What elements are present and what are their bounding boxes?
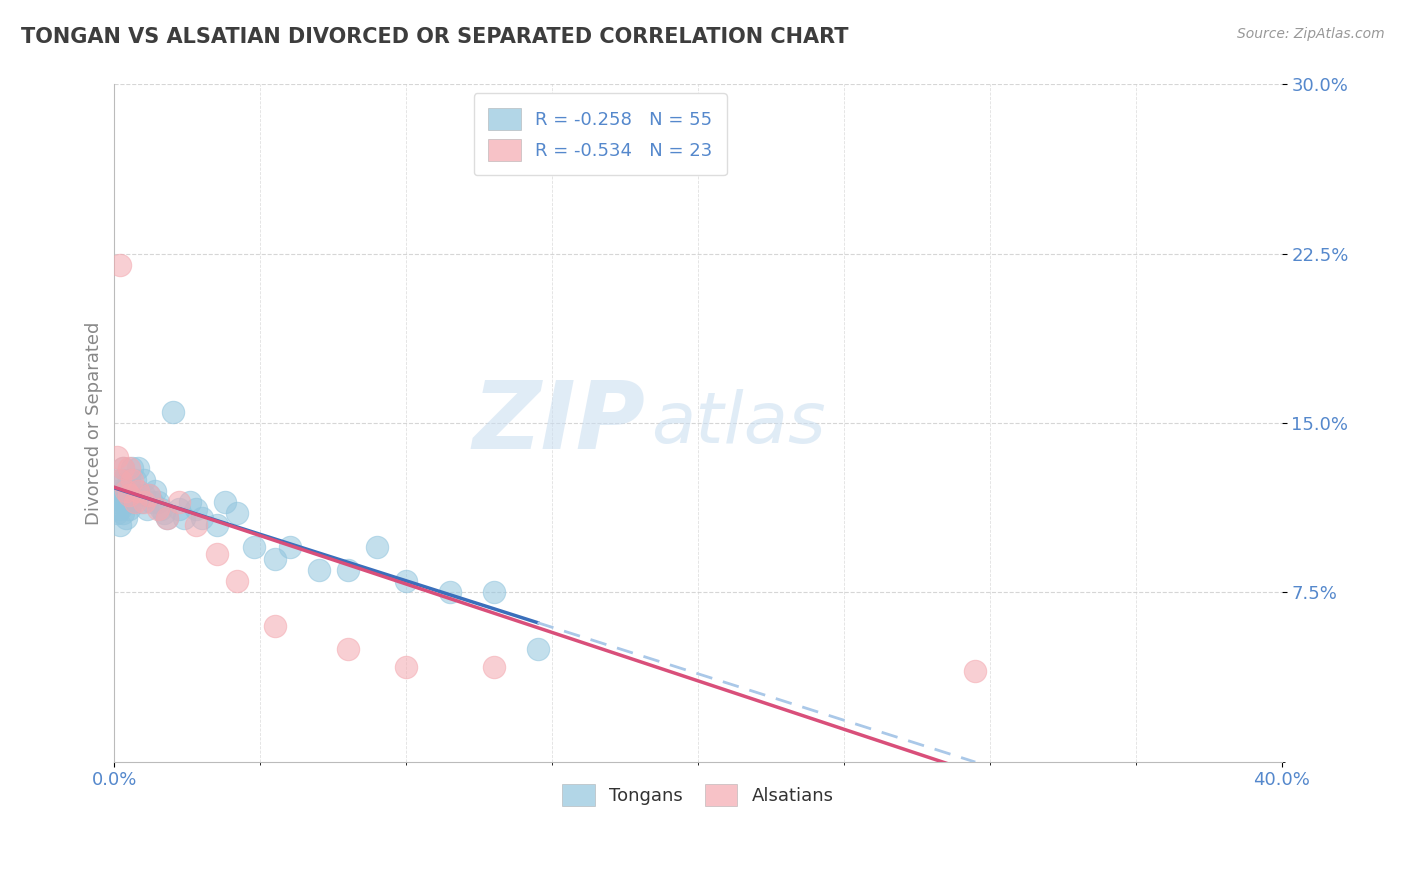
Point (105, 450, 128, 464)
Point (124, 488, 146, 502)
Legend: Tongans, Alsatians: Tongans, Alsatians (555, 777, 841, 814)
Point (150, 502, 173, 516)
Point (115, 495, 138, 509)
Point (112, 483, 135, 498)
Point (110, 473, 132, 487)
Point (482, 585, 505, 599)
Point (110, 473, 132, 487)
Point (214, 495, 236, 509)
Point (132, 473, 155, 487)
Point (138, 488, 160, 502)
Point (243, 541, 266, 555)
Point (278, 541, 301, 555)
Point (173, 511, 195, 525)
Point (105, 507, 128, 521)
Point (184, 517, 207, 532)
Text: ZIP: ZIP (472, 377, 645, 469)
Point (112, 473, 135, 487)
Point (132, 495, 155, 509)
Point (965, 665, 987, 679)
Point (118, 488, 141, 502)
Point (115, 511, 138, 525)
Point (395, 574, 418, 589)
Point (132, 488, 155, 502)
Point (226, 574, 249, 589)
Point (205, 517, 228, 532)
Point (205, 547, 228, 561)
Point (121, 495, 143, 509)
Point (179, 495, 201, 509)
Point (366, 541, 388, 555)
Point (127, 483, 149, 498)
Text: atlas: atlas (651, 389, 825, 458)
Point (105, 495, 128, 509)
Point (118, 461, 141, 475)
Text: Source: ZipAtlas.com: Source: ZipAtlas.com (1237, 27, 1385, 41)
Point (118, 473, 141, 487)
Point (191, 511, 214, 525)
Point (167, 502, 190, 516)
Point (110, 502, 132, 516)
Point (153, 507, 176, 521)
Point (167, 495, 190, 509)
Point (118, 502, 141, 516)
Point (129, 495, 152, 509)
Point (135, 502, 157, 516)
Point (110, 517, 132, 532)
Point (138, 488, 160, 502)
Point (526, 641, 548, 656)
Y-axis label: Divorced or Separated: Divorced or Separated (86, 321, 103, 524)
Point (184, 502, 207, 516)
Point (264, 619, 287, 633)
Point (118, 488, 141, 502)
Point (308, 563, 330, 577)
Point (336, 641, 359, 656)
Point (395, 660, 418, 674)
Point (127, 483, 149, 498)
Point (482, 660, 505, 674)
Point (226, 507, 249, 521)
Text: TONGAN VS ALSATIAN DIVORCED OR SEPARATED CORRELATION CHART: TONGAN VS ALSATIAN DIVORCED OR SEPARATED… (21, 27, 849, 46)
Point (110, 258, 132, 272)
Point (112, 495, 135, 509)
Point (162, 405, 184, 419)
Point (112, 461, 135, 475)
Point (112, 507, 135, 521)
Point (112, 461, 135, 475)
Point (124, 495, 146, 509)
Point (110, 488, 132, 502)
Point (115, 483, 138, 498)
Point (105, 483, 128, 498)
Point (264, 551, 287, 566)
Point (121, 473, 143, 487)
Point (127, 461, 149, 475)
Point (121, 483, 143, 498)
Point (336, 563, 359, 577)
Point (121, 461, 143, 475)
Point (124, 473, 146, 487)
Point (439, 585, 461, 599)
Point (156, 511, 179, 525)
Point (141, 495, 163, 509)
Point (148, 495, 170, 509)
Point (148, 502, 170, 516)
Point (143, 483, 166, 498)
Point (115, 483, 138, 498)
Point (156, 511, 179, 525)
